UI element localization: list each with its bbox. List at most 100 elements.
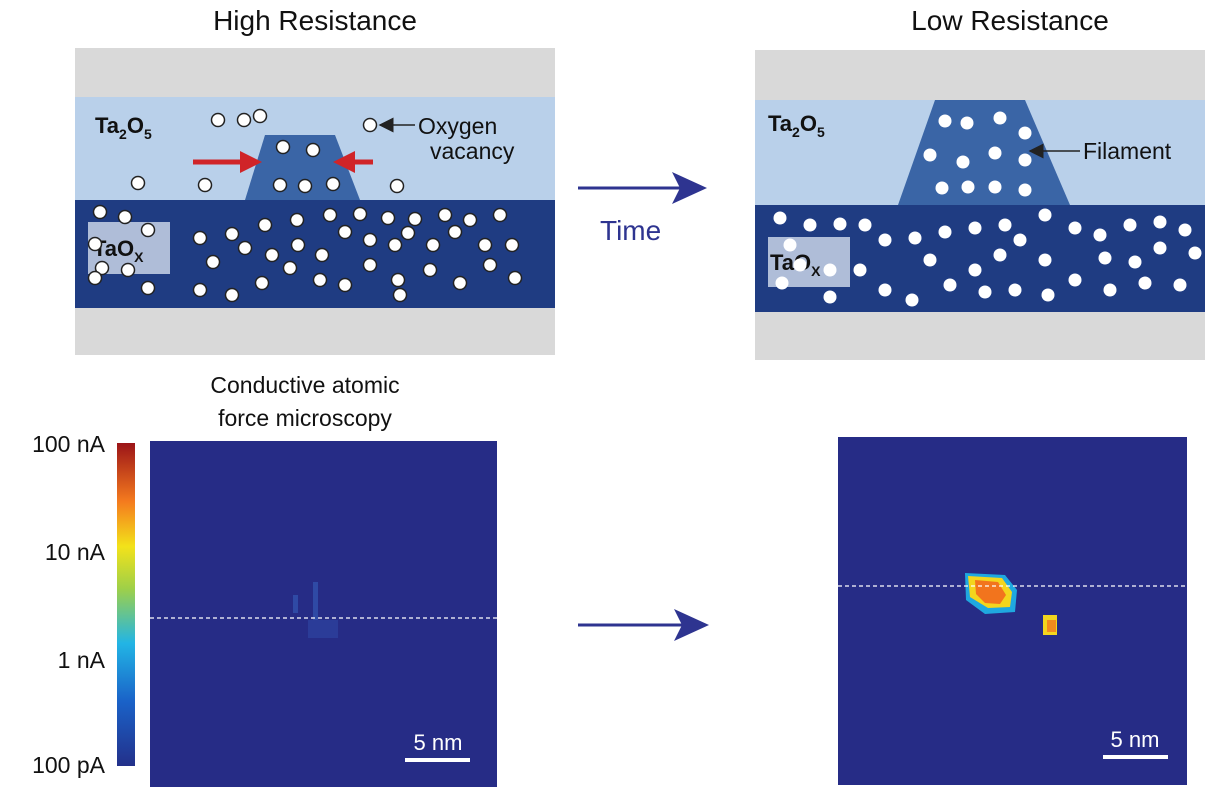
vacancy-dot bbox=[969, 222, 982, 235]
vacancy-dot bbox=[409, 213, 422, 226]
vacancy-dot bbox=[1154, 216, 1167, 229]
vacancy-dot bbox=[199, 179, 212, 192]
high-resistance-schematic bbox=[75, 48, 555, 355]
vacancy-dot bbox=[259, 219, 272, 232]
vacancy-label: Oxygen bbox=[418, 113, 497, 139]
vacancy-dot bbox=[382, 212, 395, 225]
vacancy-dot bbox=[494, 209, 507, 222]
vacancy-dot bbox=[324, 209, 337, 222]
vacancy-dot bbox=[94, 206, 107, 219]
vacancy-dot bbox=[1104, 284, 1117, 297]
vacancy-dot bbox=[961, 117, 974, 130]
vacancy-dot bbox=[824, 291, 837, 304]
panel-title: High Resistance bbox=[213, 5, 417, 36]
vacancy-dot bbox=[879, 234, 892, 247]
formula-part: Ta bbox=[95, 113, 120, 138]
formula-part: O bbox=[127, 113, 144, 138]
colorbar-label: 1 nA bbox=[58, 647, 106, 673]
method-label: Conductive atomic bbox=[210, 372, 399, 398]
faint-spot bbox=[293, 595, 298, 613]
vacancy-dot bbox=[402, 227, 415, 240]
filament-label: Filament bbox=[1083, 138, 1172, 164]
vacancy-dot bbox=[909, 232, 922, 245]
vacancy-dot bbox=[1009, 284, 1022, 297]
vacancy-dot bbox=[119, 211, 132, 224]
vacancy-dot bbox=[277, 141, 290, 154]
vacancy-dot bbox=[1069, 222, 1082, 235]
vacancy-dot bbox=[256, 277, 269, 290]
colorbar-label: 100 pA bbox=[32, 752, 106, 778]
vacancy-dot bbox=[957, 156, 970, 169]
subscript: 2 bbox=[792, 124, 800, 140]
vacancy-dot bbox=[89, 238, 102, 251]
small-spot bbox=[1047, 620, 1056, 632]
low-resistance-schematic bbox=[755, 50, 1205, 360]
vacancy-dot bbox=[962, 181, 975, 194]
vacancy-dot bbox=[1129, 256, 1142, 269]
vacancy-dot bbox=[394, 289, 407, 302]
vacancy-dot bbox=[1014, 234, 1027, 247]
vacancy-dot bbox=[427, 239, 440, 252]
vacancy-dot bbox=[1139, 277, 1152, 290]
vacancy-dot bbox=[879, 284, 892, 297]
vacancy-dot bbox=[1174, 279, 1187, 292]
vacancy-dot bbox=[239, 242, 252, 255]
vacancy-dot bbox=[794, 259, 807, 272]
vacancy-dot bbox=[364, 259, 377, 272]
vacancy-dot bbox=[132, 177, 145, 190]
vacancy-dot bbox=[307, 144, 320, 157]
vacancy-dot bbox=[299, 180, 312, 193]
vacancy-dot bbox=[924, 149, 937, 162]
scale-label: 5 nm bbox=[414, 730, 463, 755]
vacancy-dot bbox=[339, 279, 352, 292]
vacancy-dot bbox=[1179, 224, 1192, 237]
subscript: X bbox=[811, 263, 821, 279]
vacancy-dot bbox=[291, 214, 304, 227]
vacancy-dot bbox=[1019, 184, 1032, 197]
vacancy-dot bbox=[944, 279, 957, 292]
vacancy-dot bbox=[142, 282, 155, 295]
faint-spot bbox=[308, 620, 338, 638]
vacancy-label: vacancy bbox=[430, 138, 515, 164]
vacancy-dot bbox=[254, 110, 267, 123]
vacancy-dot bbox=[994, 249, 1007, 262]
vacancy-dot bbox=[89, 272, 102, 285]
vacancy-dot bbox=[506, 239, 519, 252]
vacancy-dot bbox=[859, 219, 872, 232]
vacancy-dot bbox=[1069, 274, 1082, 287]
vacancy-dot bbox=[354, 208, 367, 221]
vacancy-dot bbox=[194, 232, 207, 245]
vacancy-dot bbox=[212, 114, 225, 127]
vacancy-dot bbox=[979, 286, 992, 299]
vacancy-dot bbox=[479, 239, 492, 252]
vacancy-dot bbox=[939, 226, 952, 239]
vacancy-dot bbox=[994, 112, 1007, 125]
vacancy-dot bbox=[454, 277, 467, 290]
vacancy-dot bbox=[226, 289, 239, 302]
vacancy-dot bbox=[292, 239, 305, 252]
vacancy-dot bbox=[449, 226, 462, 239]
vacancy-dot bbox=[776, 277, 789, 290]
maps bbox=[117, 437, 1187, 787]
subscript: 5 bbox=[817, 124, 825, 140]
vacancy-dot bbox=[1189, 247, 1202, 260]
vacancy-dot bbox=[1094, 229, 1107, 242]
vacancy-dot bbox=[969, 264, 982, 277]
vacancy-dot bbox=[391, 180, 404, 193]
vacancy-dot bbox=[1099, 252, 1112, 265]
vacancy-dot bbox=[226, 228, 239, 241]
vacancy-dot bbox=[284, 262, 297, 275]
vacancy-dot bbox=[464, 214, 477, 227]
vacancy-dot bbox=[122, 264, 135, 277]
vacancy-dot bbox=[1154, 242, 1167, 255]
vacancy-dot bbox=[339, 226, 352, 239]
subscript: X bbox=[134, 249, 144, 265]
colorbar-label: 100 nA bbox=[32, 431, 106, 457]
vacancy-dot bbox=[936, 182, 949, 195]
vacancy-dot bbox=[509, 272, 522, 285]
vacancy-dot bbox=[266, 249, 279, 262]
vacancy-dot bbox=[207, 256, 220, 269]
formula-part: Ta bbox=[768, 111, 793, 136]
vacancy-dot bbox=[989, 147, 1002, 160]
vacancy-dot bbox=[389, 239, 402, 252]
